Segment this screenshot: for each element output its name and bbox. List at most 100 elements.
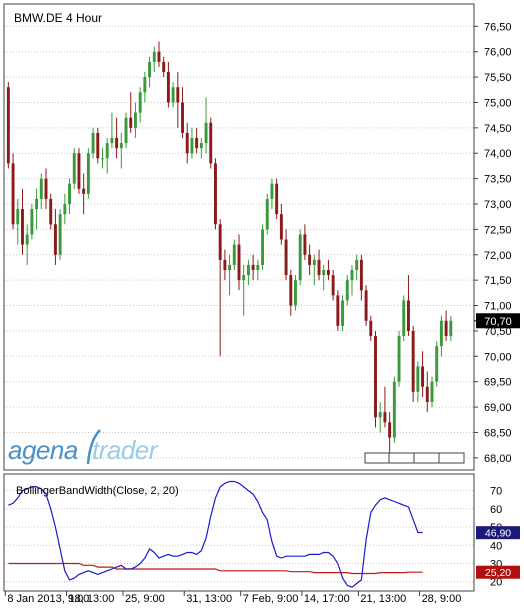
- signal-value-badge-bg: [476, 565, 520, 579]
- candle-body: [402, 300, 406, 336]
- signal-value-badge: 25,20: [476, 565, 520, 579]
- candle-body: [439, 320, 443, 347]
- candle-body: [30, 209, 34, 235]
- x-tick-label: 28, 9:00: [422, 593, 462, 604]
- bbw-value-label: 46,90: [485, 528, 511, 540]
- candle-body: [388, 422, 392, 438]
- price-tick-label: 70,50: [484, 326, 512, 338]
- candle-body: [195, 138, 199, 149]
- candle-body: [105, 143, 109, 159]
- price-chart-title: BMW.DE 4 Hour: [14, 11, 102, 25]
- candle-body: [6, 87, 10, 164]
- candle-body: [21, 209, 24, 245]
- price-tick-label: 75,00: [484, 97, 512, 109]
- candle-body: [214, 163, 217, 225]
- candle-body: [72, 153, 76, 184]
- logo-text-trader: trader: [92, 435, 159, 465]
- price-tick-label: 69,50: [484, 377, 512, 389]
- indicator-tick-label: 20: [490, 577, 502, 589]
- candle-body: [237, 244, 241, 281]
- candle-body: [11, 163, 15, 225]
- agena-trader-logo: agena trader: [8, 429, 159, 465]
- x-tick-label: 25, 9:00: [125, 593, 165, 604]
- candle-body: [63, 204, 67, 215]
- candle-body: [110, 138, 114, 144]
- price-tick-label: 71,50: [484, 275, 512, 287]
- candle-body: [115, 138, 119, 149]
- candle-body: [284, 239, 288, 276]
- price-y-axis: 76,50 76,00 75,50 75,00 74,50 74,00 73,50 73,00…: [474, 21, 512, 465]
- price-panel-frame: [3, 3, 475, 471]
- candle-body: [294, 280, 297, 306]
- candle-body: [411, 330, 415, 392]
- candle-body: [326, 270, 330, 276]
- indicator-title: BollingerBandWidth(Close, 2, 20): [16, 485, 179, 497]
- candle-body: [341, 300, 345, 326]
- navigation-boxes: [364, 452, 465, 464]
- candle-body: [148, 61, 152, 78]
- candle-body: [232, 244, 236, 265]
- candle-body: [204, 122, 208, 144]
- candle-body: [251, 264, 255, 270]
- candle-body: [308, 254, 312, 265]
- candle-body: [364, 290, 368, 321]
- indicator-tick-label: 60: [490, 504, 502, 516]
- price-tick-label: 73,50: [484, 174, 512, 186]
- nav-box-2[interactable]: [388, 452, 415, 464]
- candle-body: [35, 198, 39, 210]
- last-price-label: 70,70: [484, 316, 512, 328]
- candle-body: [350, 270, 354, 281]
- nav-box-1[interactable]: [364, 452, 390, 464]
- indicator-panel-frame: [3, 473, 475, 592]
- bbw-value-badge-bg: [476, 526, 520, 540]
- candle-body: [345, 280, 349, 301]
- candle-body: [430, 381, 434, 402]
- candle-body: [119, 143, 123, 149]
- candle-body: [218, 224, 222, 260]
- candle-body: [143, 77, 147, 93]
- candle-body: [383, 412, 387, 423]
- x-tick-label: 14, 17:00: [304, 593, 350, 604]
- x-tick-label: 8 Jan 2013, 9:00: [7, 593, 89, 604]
- price-tick-label: 74,00: [484, 148, 512, 160]
- candle-body: [444, 320, 448, 336]
- candle-body: [44, 178, 48, 199]
- indicator-tick-label: 70: [490, 486, 502, 498]
- candle-body: [25, 234, 29, 245]
- candle-body: [435, 346, 439, 382]
- candle-body: [138, 92, 142, 113]
- candle-body: [91, 132, 95, 154]
- nav-box-3[interactable]: [413, 452, 440, 464]
- price-tick-label: 72,50: [484, 224, 512, 236]
- price-tick-label: 76,50: [484, 21, 512, 33]
- candle-body: [166, 72, 170, 103]
- price-tick-label: 75,50: [484, 72, 512, 84]
- candle-body: [82, 188, 86, 194]
- candle-body: [355, 259, 359, 270]
- candle-body: [359, 259, 363, 291]
- price-tick-label: 68,50: [484, 427, 512, 439]
- signal-value-label: 25,20: [485, 567, 511, 579]
- candle-body: [397, 336, 401, 382]
- price-tick-label: 70,00: [484, 351, 512, 363]
- candle-body: [279, 214, 283, 240]
- price-tick-label: 76,00: [484, 47, 512, 59]
- price-tick-label: 74,50: [484, 123, 512, 135]
- candle-body: [406, 300, 410, 331]
- candle-body: [223, 259, 227, 270]
- candle-body: [162, 61, 166, 72]
- x-tick-label: 7 Feb, 9:00: [243, 593, 299, 604]
- nav-box-4[interactable]: [438, 452, 465, 464]
- candle-body: [68, 183, 72, 204]
- last-price-badge: 70,70: [476, 313, 520, 329]
- candle-body: [378, 412, 382, 418]
- candle-body: [157, 51, 161, 62]
- candle-body: [369, 320, 373, 336]
- candle-body: [171, 87, 175, 103]
- candle-body: [421, 366, 425, 387]
- price-tick-label: 69,00: [484, 402, 512, 414]
- candle-body: [392, 381, 396, 438]
- indicator-tick-label: 40: [490, 540, 502, 552]
